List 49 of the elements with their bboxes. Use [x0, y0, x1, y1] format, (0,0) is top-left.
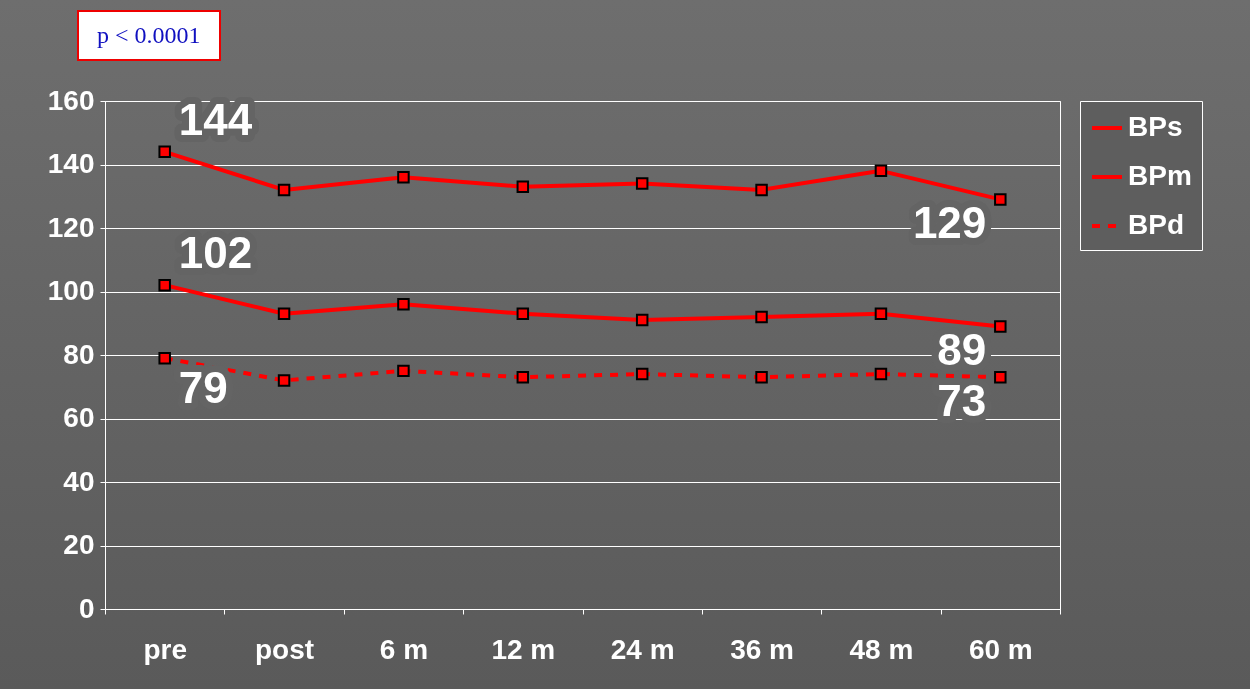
x-tick-label: pre: [143, 633, 187, 665]
point: [994, 193, 1007, 206]
data-label: 79: [178, 363, 228, 413]
point: [158, 351, 171, 365]
point: [277, 307, 291, 320]
point: [994, 320, 1007, 333]
y-tick-label: 140: [47, 148, 95, 179]
y-tick-label: 160: [47, 84, 95, 116]
x-tick-label: 36 m: [730, 633, 794, 665]
y-tick-label: 120: [47, 211, 95, 243]
point: [277, 374, 291, 387]
point: [994, 370, 1007, 384]
point: [397, 170, 410, 184]
y-tick-label: 60: [63, 402, 95, 433]
point: [516, 370, 530, 384]
legend-label: BPs: [1128, 111, 1183, 142]
y-tick-label: 40: [63, 465, 95, 497]
point: [874, 367, 888, 381]
y-tick-label: 100: [47, 275, 95, 306]
x-tick-label: 60 m: [968, 633, 1033, 665]
x-tick-label: post: [255, 633, 315, 665]
point: [755, 370, 768, 384]
point: [158, 278, 171, 292]
point: [158, 145, 171, 159]
legend-label: BPm: [1128, 160, 1192, 191]
point: [635, 367, 649, 381]
x-tick-label: 12 m: [491, 633, 556, 665]
y-tick-label: 0: [78, 592, 95, 624]
y-tick-label: 20: [63, 529, 95, 560]
point: [635, 313, 649, 327]
x-tick-label: 48 m: [849, 633, 914, 665]
text: p < 0.0001: [77, 10, 221, 61]
legend-label: BPd: [1128, 209, 1184, 240]
point: [516, 180, 530, 193]
point: [755, 310, 768, 324]
data-label: 102: [178, 228, 253, 278]
point: [397, 364, 410, 378]
point: [397, 297, 410, 311]
point: [635, 177, 649, 190]
point: [874, 307, 888, 320]
data-label: 73: [937, 376, 987, 426]
y-tick-label: 80: [63, 338, 95, 370]
point: [755, 183, 768, 197]
point: [874, 164, 888, 178]
point: [516, 307, 530, 320]
point: [277, 183, 291, 197]
x-tick-label: 6 m: [379, 633, 429, 665]
data-label: 144: [178, 94, 253, 144]
x-tick-label: 24 m: [610, 633, 675, 665]
